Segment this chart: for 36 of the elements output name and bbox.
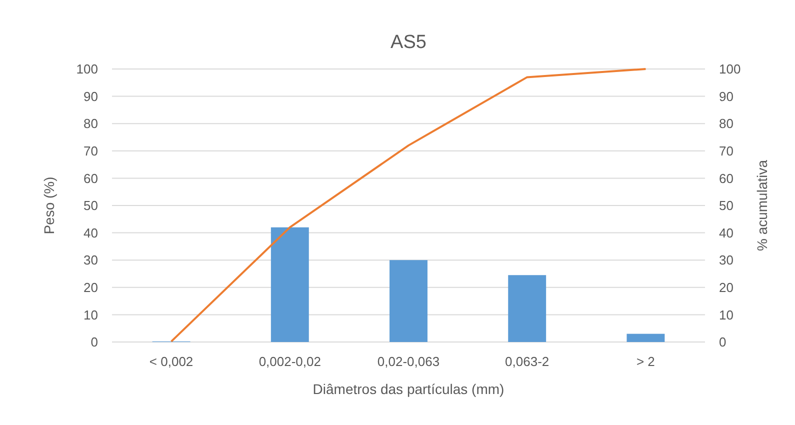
y-tick-label: 50 — [84, 198, 98, 214]
y-tick-label: 90 — [84, 88, 98, 104]
y-tick-label: 0 — [90, 334, 98, 350]
bar — [626, 334, 665, 342]
bar — [270, 227, 309, 342]
y2-axis-title: % acumulativa — [754, 160, 770, 252]
x-tick-label: > 2 — [636, 354, 655, 369]
x-tick-label: 0,063-2 — [505, 354, 550, 369]
y-tick-label: 40 — [84, 225, 98, 240]
y2-tick-label: 50 — [719, 198, 734, 214]
y-tick-label: 30 — [84, 252, 98, 268]
y2-tick-label: 40 — [719, 225, 734, 240]
y-tick-label: 10 — [84, 307, 98, 322]
y2-tick-label: 30 — [719, 252, 734, 268]
y-tick-label: 20 — [84, 280, 98, 295]
y2-tick-label: 0 — [719, 334, 726, 350]
chart-title: AS5 — [390, 32, 426, 53]
x-tick-label: < 0,002 — [149, 354, 194, 369]
y2-tick-label: 100 — [719, 62, 741, 77]
y2-tick-label: 70 — [719, 143, 734, 158]
y-tick-label: 80 — [84, 116, 98, 132]
x-tick-label: 0,002-0,02 — [258, 354, 321, 369]
y2-tick-label: 90 — [719, 88, 734, 104]
y-axis-title: Peso (%) — [41, 176, 57, 234]
y-tick-label: 60 — [84, 170, 98, 186]
y2-tick-label: 20 — [719, 280, 734, 295]
x-tick-label: 0,02-0,063 — [377, 354, 440, 369]
line-series — [170, 68, 647, 342]
y2-tick-label: 80 — [719, 116, 734, 132]
y-tick-label: 70 — [84, 143, 98, 158]
y-tick-label: 100 — [76, 62, 98, 77]
y2-tick-label: 10 — [719, 307, 734, 322]
x-axis-title: Diâmetros das partículas (mm) — [312, 381, 504, 397]
bar — [508, 275, 546, 342]
y2-tick-label: 60 — [719, 170, 734, 186]
bar — [390, 260, 428, 342]
